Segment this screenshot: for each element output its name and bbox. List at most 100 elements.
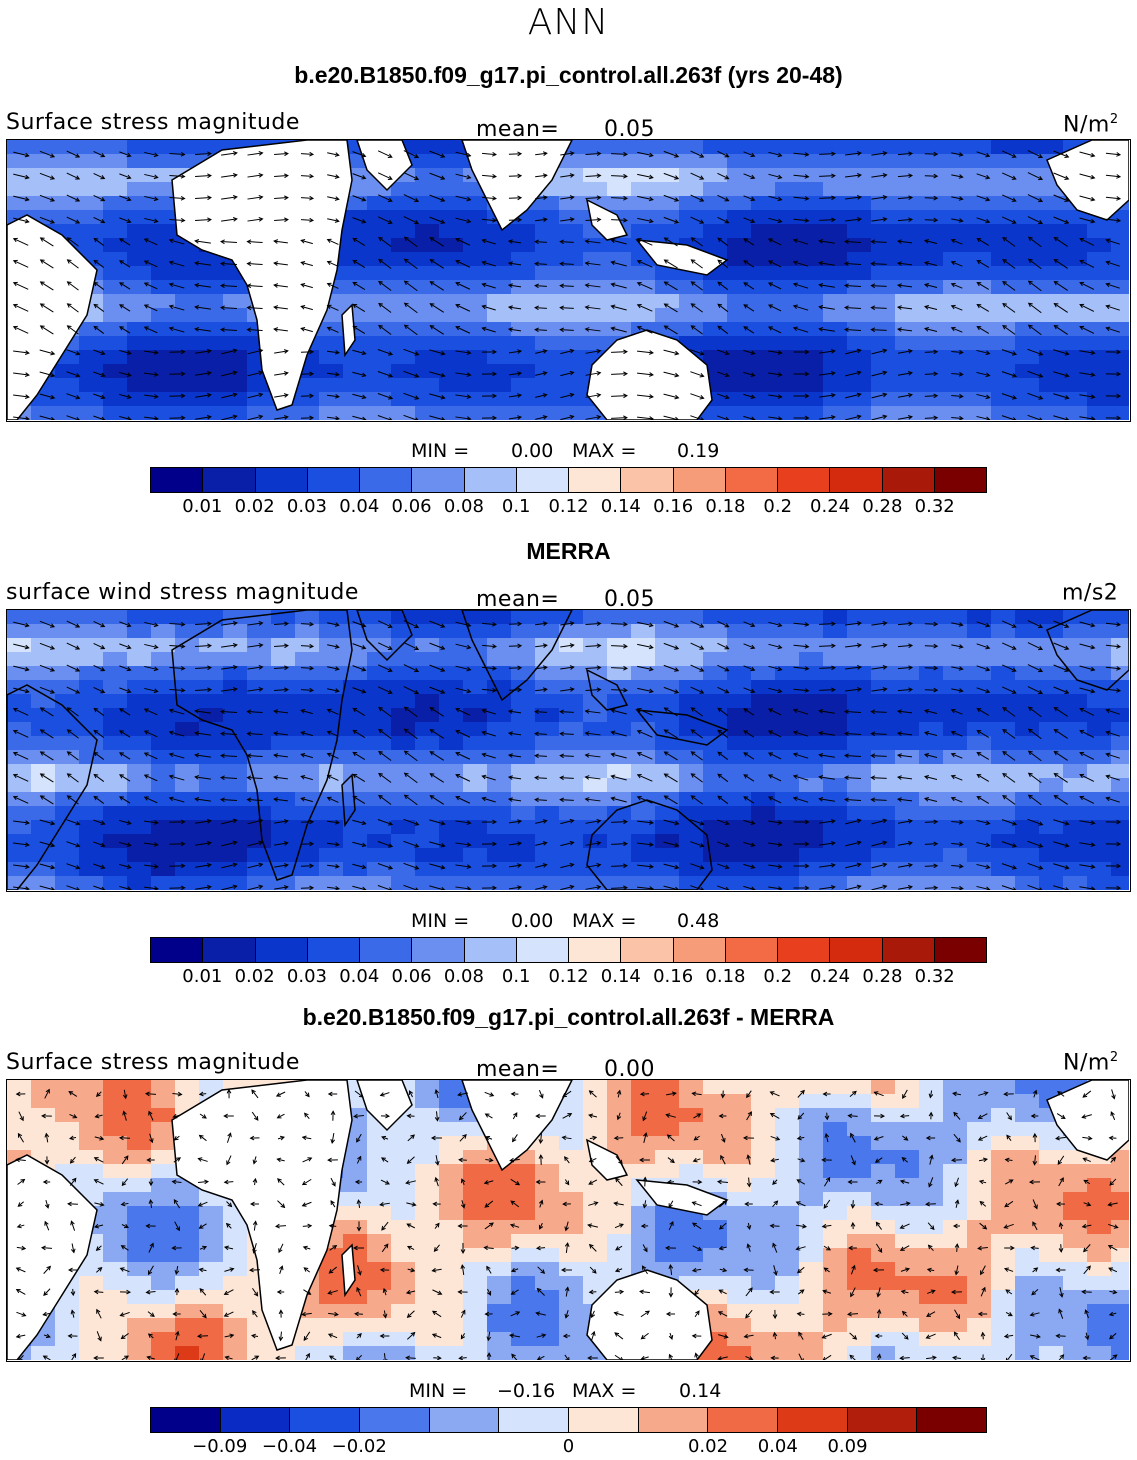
wind-stress-arrowhead [283,349,289,354]
field-cell [79,378,104,393]
field-cell [511,1164,536,1179]
field-cell [607,624,632,639]
wind-stress-arrow [924,821,938,823]
field-cell [919,182,944,197]
field-cell [535,778,560,793]
field-cell [535,1276,560,1291]
field-cell [775,1262,800,1277]
field-cell [1111,364,1129,379]
field-cell [967,1248,992,1263]
wind-stress-arrowhead [777,886,783,890]
field-cell [343,1164,368,1179]
wind-stress-arrow [39,172,55,180]
field-cell [319,750,344,765]
field-cell [1039,140,1064,155]
wind-stress-arrow [39,371,55,377]
wind-stress-arrow [455,820,471,824]
field-cell [79,750,104,765]
panel-1-mean-value: 0.05 [604,117,655,142]
wind-stress-arrow [819,175,835,177]
wind-stress-arrowhead [700,886,705,890]
wind-stress-arrow [93,349,105,355]
field-cell [559,1220,584,1235]
field-cell [1063,736,1088,751]
field-cell [895,1178,920,1193]
field-cell [151,308,176,323]
field-cell [79,624,104,639]
wind-stress-arrow [1106,261,1120,267]
panel-1-colorbar-swatch [516,468,569,492]
field-cell [103,722,128,737]
wind-stress-arrowhead [334,688,340,693]
wind-stress-arrow [845,863,861,869]
wind-stress-arrowhead [596,370,602,376]
wind-stress-arrowhead [596,621,602,627]
wind-stress-arrowhead [958,218,964,223]
field-cell [463,308,488,323]
wind-stress-arrowhead [933,371,939,377]
wind-stress-arrow [743,217,755,223]
wind-stress-arrow [871,688,887,692]
field-cell [847,308,872,323]
wind-stress-arrowhead [663,751,669,756]
wind-stress-arrow [221,393,237,399]
field-cell [367,820,392,835]
field-cell [895,378,920,393]
field-cell [295,750,320,765]
wind-stress-arrowhead [389,417,393,420]
wind-stress-arrowhead [724,394,730,400]
field-cell [511,350,536,365]
wind-stress-arrowhead [857,217,862,222]
wind-stress-arrowhead [153,864,159,869]
field-cell [559,624,584,639]
field-cell [367,336,392,351]
field-cell [535,406,560,420]
field-cell [679,1164,704,1179]
wind-stress-arrowhead [958,666,964,671]
wind-stress-arrow [768,394,782,398]
wind-stress-arrow [67,795,79,805]
field-cell [343,708,368,723]
field-cell [655,308,680,323]
wind-stress-arrowhead [663,325,669,330]
wind-stress-arrowhead [1116,622,1122,627]
wind-stress-arrowhead [636,707,642,713]
wind-stress-arrowhead [542,151,548,156]
wind-stress-arrowhead [559,731,565,737]
field-cell [1111,876,1129,890]
wind-stress-arrow [871,218,887,222]
field-cell [751,140,776,155]
panel-1-colorbar-swatch [255,468,308,492]
wind-stress-arrowhead [66,281,72,286]
wind-stress-arrowhead [414,219,420,225]
wind-stress-arrow [144,304,158,312]
field-cell [175,336,200,351]
field-cell [511,1276,536,1291]
wind-stress-arrowhead [75,197,81,202]
field-cell [31,652,56,667]
wind-stress-arrow [871,755,887,757]
field-cell [727,610,752,625]
wind-stress-arrow [535,241,547,243]
wind-stress-arrowhead [414,645,420,651]
wind-stress-arrow [13,282,29,290]
field-cell [103,1206,128,1221]
field-cell [751,778,776,793]
field-cell [703,792,728,807]
wind-stress-arrowhead [623,819,628,825]
wind-stress-arrow [871,371,887,377]
wind-stress-arrowhead [663,707,669,712]
field-cell [751,1192,776,1207]
wind-stress-arrowhead [623,665,628,671]
field-cell [679,806,704,821]
field-cell [1063,224,1088,239]
field-cell [895,778,920,793]
field-cell [463,834,488,849]
field-cell [1039,1206,1064,1221]
field-cell [151,322,176,337]
wind-stress-arrow [274,886,288,890]
wind-stress-arrow [40,303,54,313]
wind-stress-arrowhead [517,173,523,179]
wind-stress-arrow [924,395,938,397]
field-cell [79,806,104,821]
